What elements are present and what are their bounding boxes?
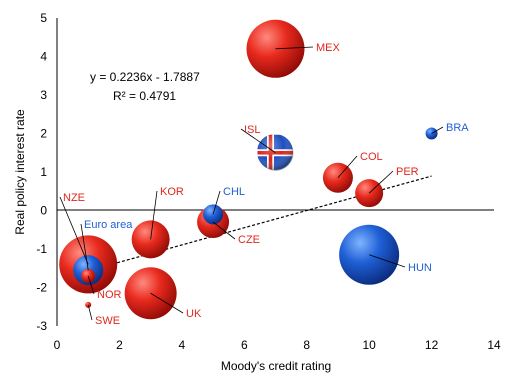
x-tick-label: 12 [425, 338, 439, 352]
leader-bra [431, 126, 444, 134]
y-tick-label: 3 [40, 88, 47, 102]
x-tick-label: 0 [54, 338, 61, 352]
leader-cze [212, 221, 236, 240]
r-squared-annotation: R² = 0.4791 [113, 89, 176, 103]
y-tick-label: 4 [40, 50, 47, 64]
y-tick-label: -3 [36, 319, 47, 333]
point-label-per: PER [396, 166, 419, 178]
point-label-swe: SWE [95, 315, 120, 327]
x-tick-label: 14 [487, 338, 501, 352]
point-label-bra: BRA [446, 122, 469, 134]
y-tick-label: 5 [40, 11, 47, 25]
bubbles [59, 19, 438, 320]
y-tick-label: -2 [36, 281, 47, 295]
y-tick-label: 0 [40, 204, 47, 218]
y-tick-label: 1 [40, 165, 47, 179]
leader-uk [150, 292, 184, 314]
leader-per [368, 170, 394, 194]
equation-annotation: y = 0.2236x - 1.7887 [90, 70, 200, 84]
point-label-isl: ISL [244, 124, 261, 136]
leader-nze [59, 196, 89, 265]
y-tick-label: -1 [36, 242, 47, 256]
point-label-uk: UK [186, 308, 202, 320]
x-tick-label: 8 [303, 338, 310, 352]
bubble-mex [246, 19, 305, 78]
leader-isl [240, 128, 276, 154]
x-tick-label: 2 [116, 338, 123, 352]
leader-euro-area [80, 223, 89, 271]
x-tick-label: 6 [241, 338, 248, 352]
leader-lines [59, 46, 444, 321]
leader-swe [87, 304, 93, 321]
point-label-euro-area: Euro area [84, 219, 133, 231]
point-label-chl: CHL [223, 186, 245, 198]
point-label-col: COL [360, 151, 383, 163]
point-label-hun: HUN [408, 262, 432, 274]
point-label-nze: NZE [63, 192, 85, 204]
point-label-cze: CZE [238, 234, 260, 246]
x-tick-label: 4 [179, 338, 186, 352]
axes [56, 18, 494, 326]
x-tick-label: 10 [362, 338, 376, 352]
leader-nor [87, 275, 95, 295]
leader-col [337, 155, 358, 179]
leader-mex [275, 46, 314, 50]
point-labels: MEX BRA ISL COL PER CHL CZE KOR HUN NZE Euro area N… [63, 42, 469, 327]
leader-kor [150, 190, 158, 240]
point-label-mex: MEX [316, 42, 341, 54]
leader-hun [369, 254, 406, 268]
y-tick-label: 2 [40, 127, 47, 141]
y-axis-label: Real policy interest rate [13, 109, 27, 235]
point-label-kor: KOR [160, 186, 184, 198]
x-axis-label: Moody's credit rating [221, 359, 331, 373]
point-label-nor: NOR [97, 289, 122, 301]
leader-chl [212, 190, 221, 215]
